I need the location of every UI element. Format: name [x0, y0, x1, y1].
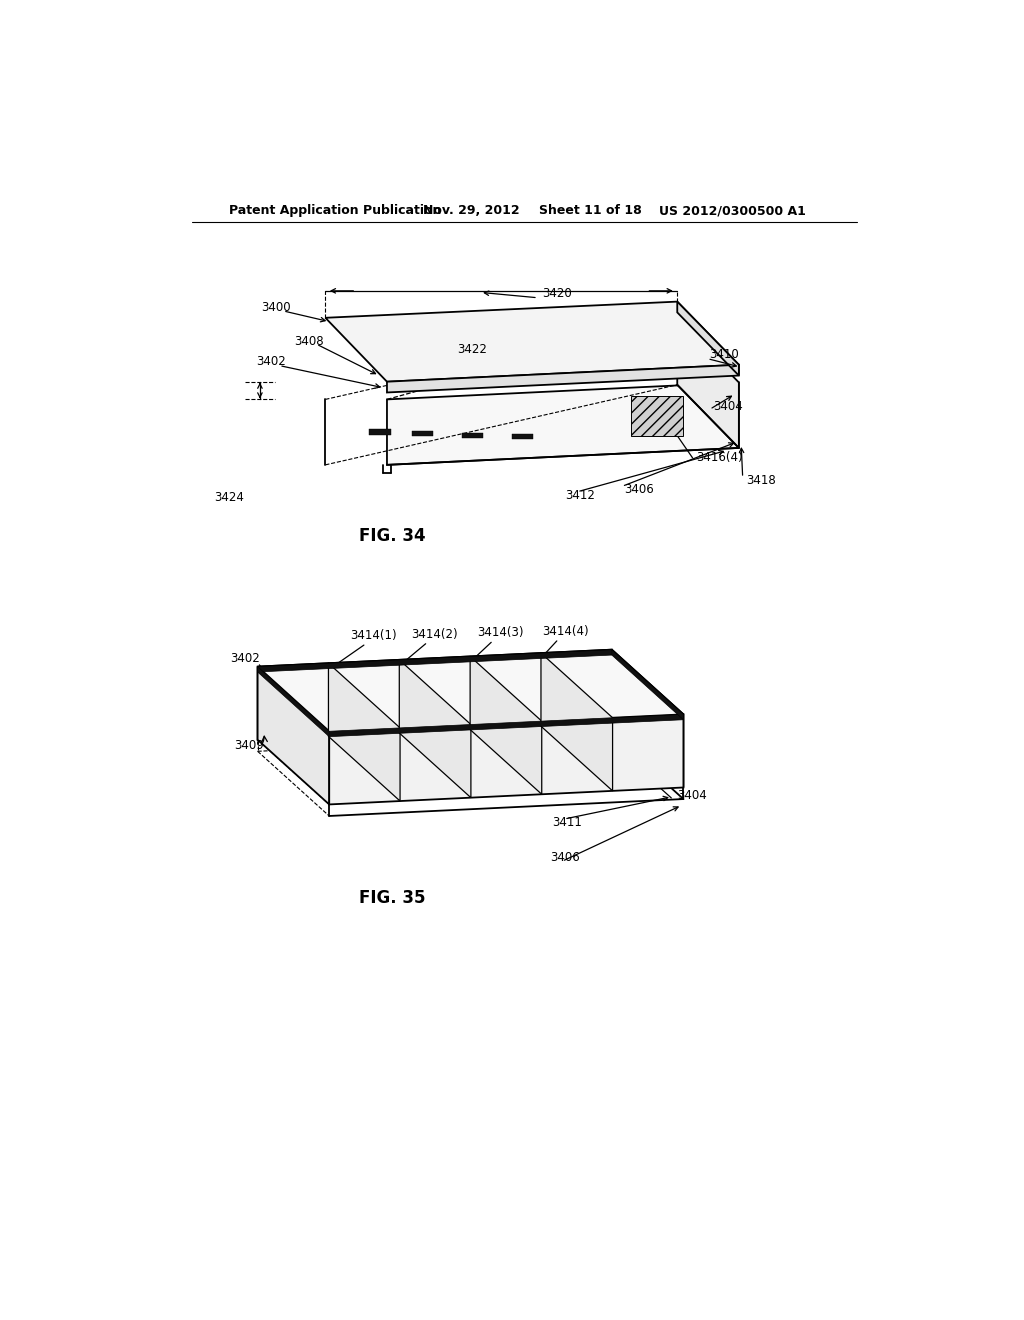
Text: 3416(4): 3416(4) — [696, 450, 743, 463]
Text: 3422: 3422 — [457, 343, 486, 356]
Text: 3412: 3412 — [565, 490, 596, 502]
Text: 3418: 3418 — [746, 474, 776, 487]
Text: 3401: 3401 — [439, 689, 469, 702]
Text: Nov. 29, 2012: Nov. 29, 2012 — [423, 205, 520, 218]
Polygon shape — [631, 396, 683, 436]
Polygon shape — [677, 319, 739, 447]
Text: 3402: 3402 — [230, 652, 260, 665]
Polygon shape — [330, 714, 683, 804]
Text: 3400: 3400 — [261, 301, 291, 314]
Polygon shape — [258, 667, 330, 737]
Polygon shape — [677, 302, 739, 376]
Bar — [412, 430, 433, 437]
Polygon shape — [258, 649, 611, 672]
Text: 3424: 3424 — [214, 491, 244, 504]
Polygon shape — [258, 649, 683, 731]
Text: 3411: 3411 — [553, 816, 583, 829]
Text: 3414(4): 3414(4) — [543, 624, 589, 638]
Polygon shape — [387, 383, 739, 465]
Polygon shape — [258, 667, 330, 804]
Text: 3407: 3407 — [416, 768, 445, 781]
Text: Sheet 11 of 18: Sheet 11 of 18 — [539, 205, 641, 218]
Text: FIG. 34: FIG. 34 — [359, 527, 426, 545]
Text: 3405: 3405 — [634, 734, 664, 747]
Polygon shape — [258, 649, 611, 739]
Polygon shape — [399, 660, 471, 797]
Polygon shape — [470, 656, 542, 795]
Text: 3404: 3404 — [677, 789, 707, 803]
Polygon shape — [541, 653, 612, 791]
Bar — [370, 429, 391, 434]
Text: Patent Application Publication: Patent Application Publication — [229, 205, 441, 218]
Text: 3420: 3420 — [542, 286, 571, 300]
Text: 3404: 3404 — [714, 400, 743, 413]
Text: 3409: 3409 — [234, 739, 264, 751]
Text: 3406: 3406 — [625, 483, 654, 496]
Polygon shape — [611, 649, 683, 788]
Text: 3402: 3402 — [256, 355, 286, 368]
Polygon shape — [387, 364, 739, 392]
Polygon shape — [611, 649, 683, 719]
Bar — [462, 433, 483, 438]
Text: 3408: 3408 — [295, 335, 325, 348]
Polygon shape — [326, 302, 739, 381]
Bar — [512, 434, 534, 440]
Polygon shape — [330, 714, 683, 737]
Text: 3414(3): 3414(3) — [477, 626, 523, 639]
Text: FIG. 35: FIG. 35 — [359, 888, 426, 907]
Text: 3403: 3403 — [313, 681, 343, 694]
Text: 3410: 3410 — [710, 348, 739, 362]
Polygon shape — [329, 663, 400, 801]
Text: 3414(1): 3414(1) — [350, 630, 396, 643]
Text: 3414(2): 3414(2) — [412, 628, 458, 640]
Text: 3406: 3406 — [550, 851, 580, 865]
Text: US 2012/0300500 A1: US 2012/0300500 A1 — [658, 205, 806, 218]
